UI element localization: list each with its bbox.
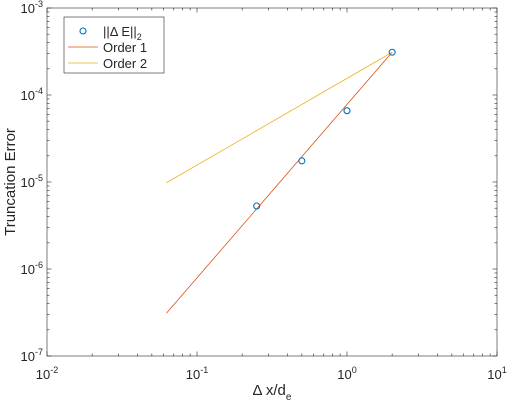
data-point [343,107,351,115]
y-tick-label: 10-4 [21,86,43,103]
x-axis-label: Δ x/de [253,382,292,403]
plot-frame [46,7,498,357]
series-markers [253,48,396,210]
data-point [298,157,306,165]
y-tick-label: 10-6 [21,260,43,277]
data-point [253,202,261,210]
y-tick-label: 10-5 [21,173,43,190]
x-tick-label: 101 [487,365,506,382]
y-tick-label: 10-7 [21,347,43,364]
legend-label: Order 2 [103,56,147,71]
tick-labels: 10-2 10-1 100 101 10-7 10-6 10-5 10-4 10-3 [21,0,507,382]
legend-label: ||Δ E||2 [103,24,142,42]
series-line-1 [166,51,393,314]
x-tick-label: 10-1 [186,365,208,382]
series-lines [166,51,393,314]
legend-marker-swatch [79,27,87,35]
series-line-2 [166,51,393,184]
legend-label: Order 1 [103,40,147,55]
x-tick-label: 100 [337,365,356,382]
y-axis-label: Truncation Error [2,128,19,236]
x-tick-label: 10-2 [36,365,58,382]
data-point [388,48,396,56]
y-tick-label: 10-3 [21,0,43,16]
legend-box [63,16,165,74]
